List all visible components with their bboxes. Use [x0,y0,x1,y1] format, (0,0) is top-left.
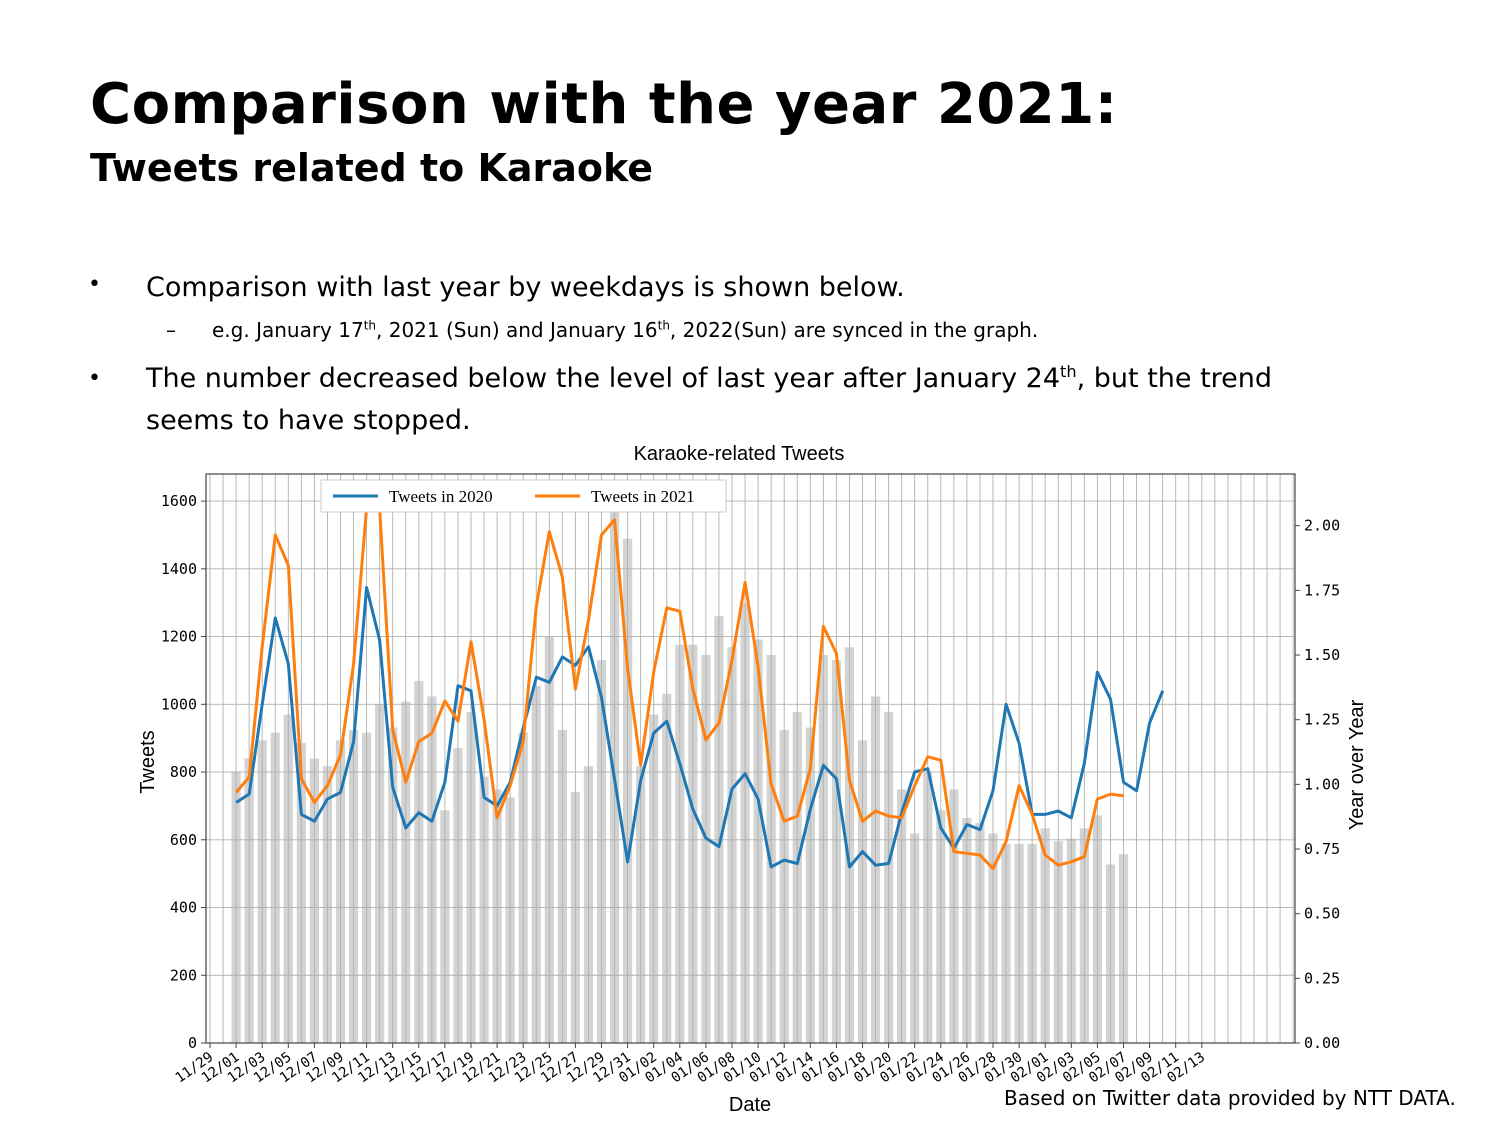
y2-tick-label: 0.50 [1304,905,1340,923]
slide-title: Comparison with the year 2021: [90,72,1118,137]
y2-tick-label: 2.00 [1304,517,1340,535]
y-tick-label: 1400 [161,560,197,578]
y2-tick-label: 0.75 [1304,840,1340,858]
y-tick-label: 400 [170,899,197,917]
bullet-text: Comparison with last year by weekdays is… [146,272,905,303]
y-tick-label: 800 [170,763,197,781]
x-axis-label: Date [729,1094,771,1116]
slide-subtitle: Tweets related to Karaoke [90,146,654,190]
y2-tick-label: 0.25 [1304,969,1340,987]
y-tick-label: 200 [170,966,197,984]
bullet-text: The number decreased below the level of … [146,362,1273,436]
y2-tick-label: 1.25 [1304,711,1340,729]
y-axis-label: Tweets [137,730,159,793]
sub-bullet-text: e.g. January 17th, 2021 (Sun) and Januar… [212,318,1039,342]
y-tick-label: 0 [188,1034,197,1052]
series-line [234,506,1124,871]
y2-axis-label: Year over Year [1346,699,1368,830]
bullet-item: • The number decreased below the level o… [88,358,1273,442]
legend-label-2020: Tweets in 2020 [389,487,493,506]
y2-tick-label: 1.50 [1304,646,1340,664]
series-line [235,586,1165,869]
plot-frame [205,473,1296,1044]
y-tick-label: 1200 [161,628,197,646]
sub-bullet-item: – e.g. January 17th, 2021 (Sun) and Janu… [166,318,1039,342]
legend-label-2021: Tweets in 2021 [591,487,695,506]
y-tick-label: 600 [170,831,197,849]
source-note: Based on Twitter data provided by NTT DA… [1004,1086,1456,1110]
legend-box [320,479,727,513]
y-tick-label: 1000 [161,695,197,713]
y2-tick-label: 0.00 [1304,1034,1340,1052]
y-tick-label: 1600 [161,492,197,510]
bullet-dot-icon: • [88,366,101,391]
y2-tick-label: 1.00 [1304,775,1340,793]
bullet-item: • Comparison with last year by weekdays … [88,272,905,303]
dash-icon: – [166,318,176,342]
legend: Tweets in 2020 Tweets in 2021 [320,479,727,513]
chart-title: Karaoke-related Tweets [634,443,845,465]
y2-tick-label: 1.75 [1304,581,1340,599]
bullet-dot-icon: • [88,272,101,297]
